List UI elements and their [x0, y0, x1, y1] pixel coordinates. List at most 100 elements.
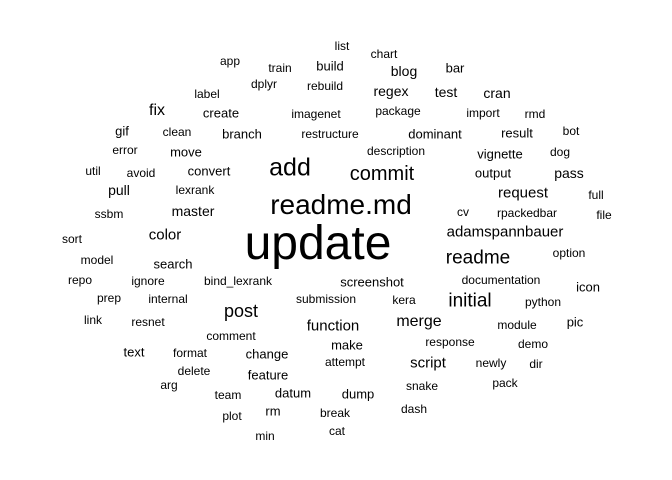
word-rebuild: rebuild — [306, 79, 344, 93]
word-full: full — [588, 188, 604, 202]
word-make: make — [331, 337, 363, 353]
word-cv: cv — [457, 205, 469, 219]
word-branch: branch — [222, 126, 262, 142]
word-gif: gif — [115, 123, 129, 139]
word-label: label — [194, 87, 220, 101]
word-icon: icon — [576, 279, 600, 295]
word-readme-md: readme.md — [270, 189, 412, 220]
word-submission: submission — [295, 292, 357, 306]
word-pack: pack — [492, 376, 518, 390]
word-ssbm: ssbm — [94, 207, 124, 221]
word-adamspannbauer: adamspannbauer — [446, 223, 564, 241]
word-kera: kera — [392, 293, 416, 307]
word-bind-lexrank: bind_lexrank — [203, 274, 273, 288]
word-cran: cran — [483, 85, 511, 101]
word-package: package — [375, 104, 421, 118]
word-color: color — [148, 226, 182, 244]
word-comment: comment — [206, 329, 256, 343]
word-chart: chart — [370, 47, 398, 61]
word-team: team — [214, 388, 242, 402]
word-internal: internal — [148, 292, 188, 306]
word-attempt: attempt — [324, 355, 366, 369]
word-cat: cat — [328, 424, 346, 438]
word-ignore: ignore — [131, 274, 165, 288]
word-build: build — [316, 58, 344, 74]
word-search: search — [153, 256, 193, 272]
word-sort: sort — [61, 232, 83, 246]
word-script: script — [410, 354, 446, 372]
word-break: break — [319, 406, 351, 420]
word-output: output — [474, 165, 512, 181]
word-text: text — [123, 344, 145, 360]
word-snake: snake — [405, 379, 439, 393]
word-function: function — [306, 317, 360, 335]
word-newly: newly — [475, 356, 507, 370]
word-regex: regex — [373, 83, 409, 99]
word-commit: commit — [349, 163, 415, 185]
word-format: format — [172, 346, 208, 360]
word-vignette: vignette — [477, 146, 523, 162]
word-move: move — [170, 144, 202, 160]
word-rm: rm — [265, 403, 281, 419]
word-error: error — [112, 143, 138, 157]
word-bot: bot — [562, 124, 580, 138]
word-master: master — [171, 203, 215, 219]
word-fix: fix — [149, 102, 165, 119]
word-rmd: rmd — [524, 107, 546, 121]
word-dir: dir — [529, 357, 543, 371]
word-lexrank: lexrank — [175, 183, 215, 197]
word-documentation: documentation — [461, 273, 541, 287]
word-post: post — [223, 301, 259, 321]
word-create: create — [202, 105, 240, 121]
word-blog: blog — [390, 63, 418, 79]
word-avoid: avoid — [126, 166, 156, 180]
word-merge: merge — [396, 313, 442, 330]
word-clean: clean — [162, 125, 192, 139]
word-restructure: restructure — [301, 127, 359, 141]
word-readme: readme — [445, 247, 511, 269]
word-dplyr: dplyr — [250, 77, 278, 91]
word-option: option — [552, 246, 586, 260]
word-result: result — [501, 125, 533, 141]
word-dog: dog — [549, 145, 571, 159]
word-bar: bar — [445, 60, 465, 76]
word-dash: dash — [400, 402, 428, 416]
word-dump: dump — [341, 386, 375, 402]
word-file: file — [596, 208, 612, 222]
word-add: add — [269, 153, 311, 182]
word-model: model — [80, 253, 114, 267]
word-min: min — [255, 429, 275, 443]
word-list: list — [334, 39, 350, 53]
word-app: app — [219, 54, 241, 68]
word-arg: arg — [160, 378, 178, 392]
word-feature: feature — [247, 367, 289, 383]
word-dominant: dominant — [408, 126, 462, 142]
word-python: python — [524, 295, 562, 309]
word-demo: demo — [517, 337, 549, 351]
word-response: response — [425, 335, 475, 349]
word-rpackedbar: rpackedbar — [496, 206, 558, 220]
word-convert: convert — [187, 163, 231, 179]
word-imagenet: imagenet — [291, 107, 341, 121]
word-pull: pull — [108, 182, 130, 198]
word-description: description — [366, 144, 426, 158]
word-datum: datum — [274, 385, 312, 401]
word-request: request — [497, 184, 549, 202]
word-screenshot: screenshot — [340, 274, 404, 290]
word-train: train — [268, 61, 292, 75]
word-pic: pic — [566, 314, 584, 330]
word-initial: initial — [448, 290, 492, 312]
word-plot: plot — [222, 409, 242, 423]
word-resnet: resnet — [131, 315, 165, 329]
word-module: module — [497, 318, 537, 332]
word-link: link — [83, 313, 103, 327]
word-delete: delete — [177, 364, 211, 378]
word-update: update — [244, 217, 392, 270]
word-prep: prep — [96, 291, 122, 305]
word-util: util — [85, 164, 101, 178]
word-repo: repo — [67, 273, 93, 287]
word-test: test — [434, 84, 458, 100]
word-pass: pass — [554, 165, 584, 181]
word-change: change — [245, 346, 289, 362]
